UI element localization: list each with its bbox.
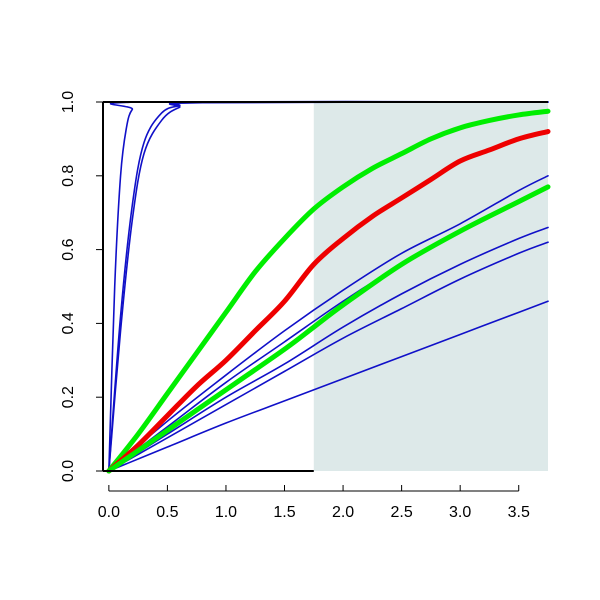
series-line-7 (108, 241, 549, 472)
y-tick-label: 0.4 (60, 312, 77, 334)
x-tick-label: 3.5 (508, 504, 530, 521)
x-tick-label: 3.0 (449, 504, 471, 521)
y-tick-label: 0.2 (60, 386, 77, 408)
shaded-region (313, 102, 548, 471)
y-tick-label: 0.0 (60, 460, 77, 482)
x-tick-label: 2.0 (332, 504, 354, 521)
x-tick-label: 0.0 (98, 504, 120, 521)
series-line-4 (108, 175, 549, 472)
x-tick-label: 1.0 (215, 504, 237, 521)
y-tick-label: 1.0 (60, 91, 77, 113)
series-line-11 (106, 184, 551, 474)
x-tick-label: 2.5 (390, 504, 412, 521)
y-tick-label: 0.8 (60, 165, 77, 187)
y-tick-label: 0.6 (60, 238, 77, 260)
x-tick-label: 1.5 (273, 504, 295, 521)
series-line-10 (106, 129, 551, 474)
x-tick-label: 0.5 (156, 504, 178, 521)
series-line-8 (108, 300, 549, 472)
series-line-9 (106, 108, 551, 474)
series-line-6 (108, 226, 549, 472)
